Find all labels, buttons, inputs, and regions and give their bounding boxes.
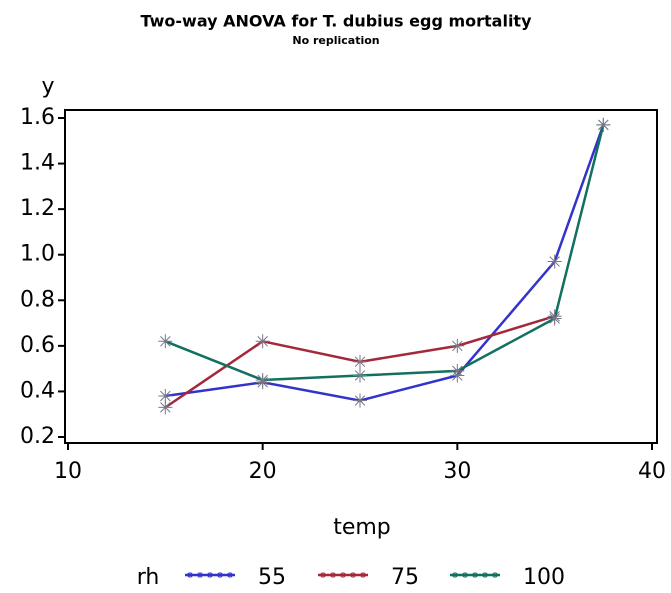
legend-marker <box>320 572 326 578</box>
series-line <box>164 124 605 382</box>
x-tick-label: 20 <box>249 459 277 484</box>
legend-marker <box>462 572 468 578</box>
legend-label: 100 <box>523 565 565 590</box>
legend-marker <box>350 572 356 578</box>
y-tick-label: 1.2 <box>20 196 55 221</box>
legend-label: 55 <box>258 565 286 590</box>
point-marker <box>547 311 562 326</box>
legend-title: rh <box>137 565 160 590</box>
y-tick-label: 0.4 <box>20 378 55 403</box>
legend-marker <box>207 572 213 578</box>
legend-label: 75 <box>391 565 419 590</box>
y-axis-label: y <box>41 74 54 99</box>
point-marker <box>158 334 173 349</box>
legend-marker <box>452 572 458 578</box>
point-marker <box>158 388 173 403</box>
point-marker <box>255 334 270 349</box>
x-axis-label: temp <box>333 515 391 540</box>
legend-marker <box>197 572 203 578</box>
point-marker <box>450 338 465 353</box>
point-marker <box>255 373 270 388</box>
y-tick-label: 0.6 <box>20 333 55 358</box>
legend-marker <box>217 572 223 578</box>
chart-title: Two-way ANOVA for T. dubius egg mortalit… <box>140 12 532 31</box>
legend-marker <box>330 572 336 578</box>
point-marker <box>450 363 465 378</box>
point-marker <box>353 354 367 369</box>
legend-marker <box>482 572 488 578</box>
point-marker <box>158 400 173 415</box>
x-tick-label: 10 <box>54 459 82 484</box>
legend-marker <box>492 572 498 578</box>
legend-marker <box>340 572 346 578</box>
legend-marker <box>227 572 233 578</box>
y-tick-label: 1.4 <box>20 151 55 176</box>
y-tick-label: 0.2 <box>20 424 55 449</box>
chart-subtitle: No replication <box>292 34 379 47</box>
x-tick-label: 40 <box>638 459 666 484</box>
point-marker <box>353 368 367 383</box>
point-marker <box>596 117 611 132</box>
y-tick-label: 0.8 <box>20 287 55 312</box>
series-line <box>165 124 605 402</box>
legend-marker <box>472 572 478 578</box>
point-marker <box>547 254 562 269</box>
x-tick-label: 30 <box>443 459 471 484</box>
y-tick-label: 1.6 <box>20 105 55 130</box>
point-marker <box>353 393 367 408</box>
y-tick-label: 1.0 <box>20 242 55 267</box>
legend-marker <box>360 572 366 578</box>
plot-frame <box>64 109 658 444</box>
legend-marker <box>187 572 193 578</box>
